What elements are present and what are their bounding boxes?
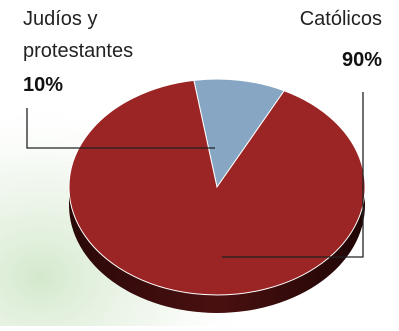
leader-line-judios-protestantes [26, 108, 215, 149]
slice-value-label: 90% [342, 49, 382, 71]
pie-side-wall [69, 187, 365, 313]
label-catolicos: Católicos 90% [300, 8, 382, 71]
pie-slices [68, 78, 366, 296]
pie-slice-1 [68, 79, 366, 296]
pie-slice-0 [193, 78, 285, 189]
slice-label-line-2: protestantes [23, 40, 133, 62]
slice-label-line-1: Católicos [300, 8, 382, 30]
label-judios-protestantes: Judíos y protestantes 10% [23, 8, 133, 96]
leader-line-catolicos [222, 92, 364, 258]
slice-label-line-1: Judíos y [23, 8, 97, 30]
slice-value-label: 10% [23, 74, 63, 96]
